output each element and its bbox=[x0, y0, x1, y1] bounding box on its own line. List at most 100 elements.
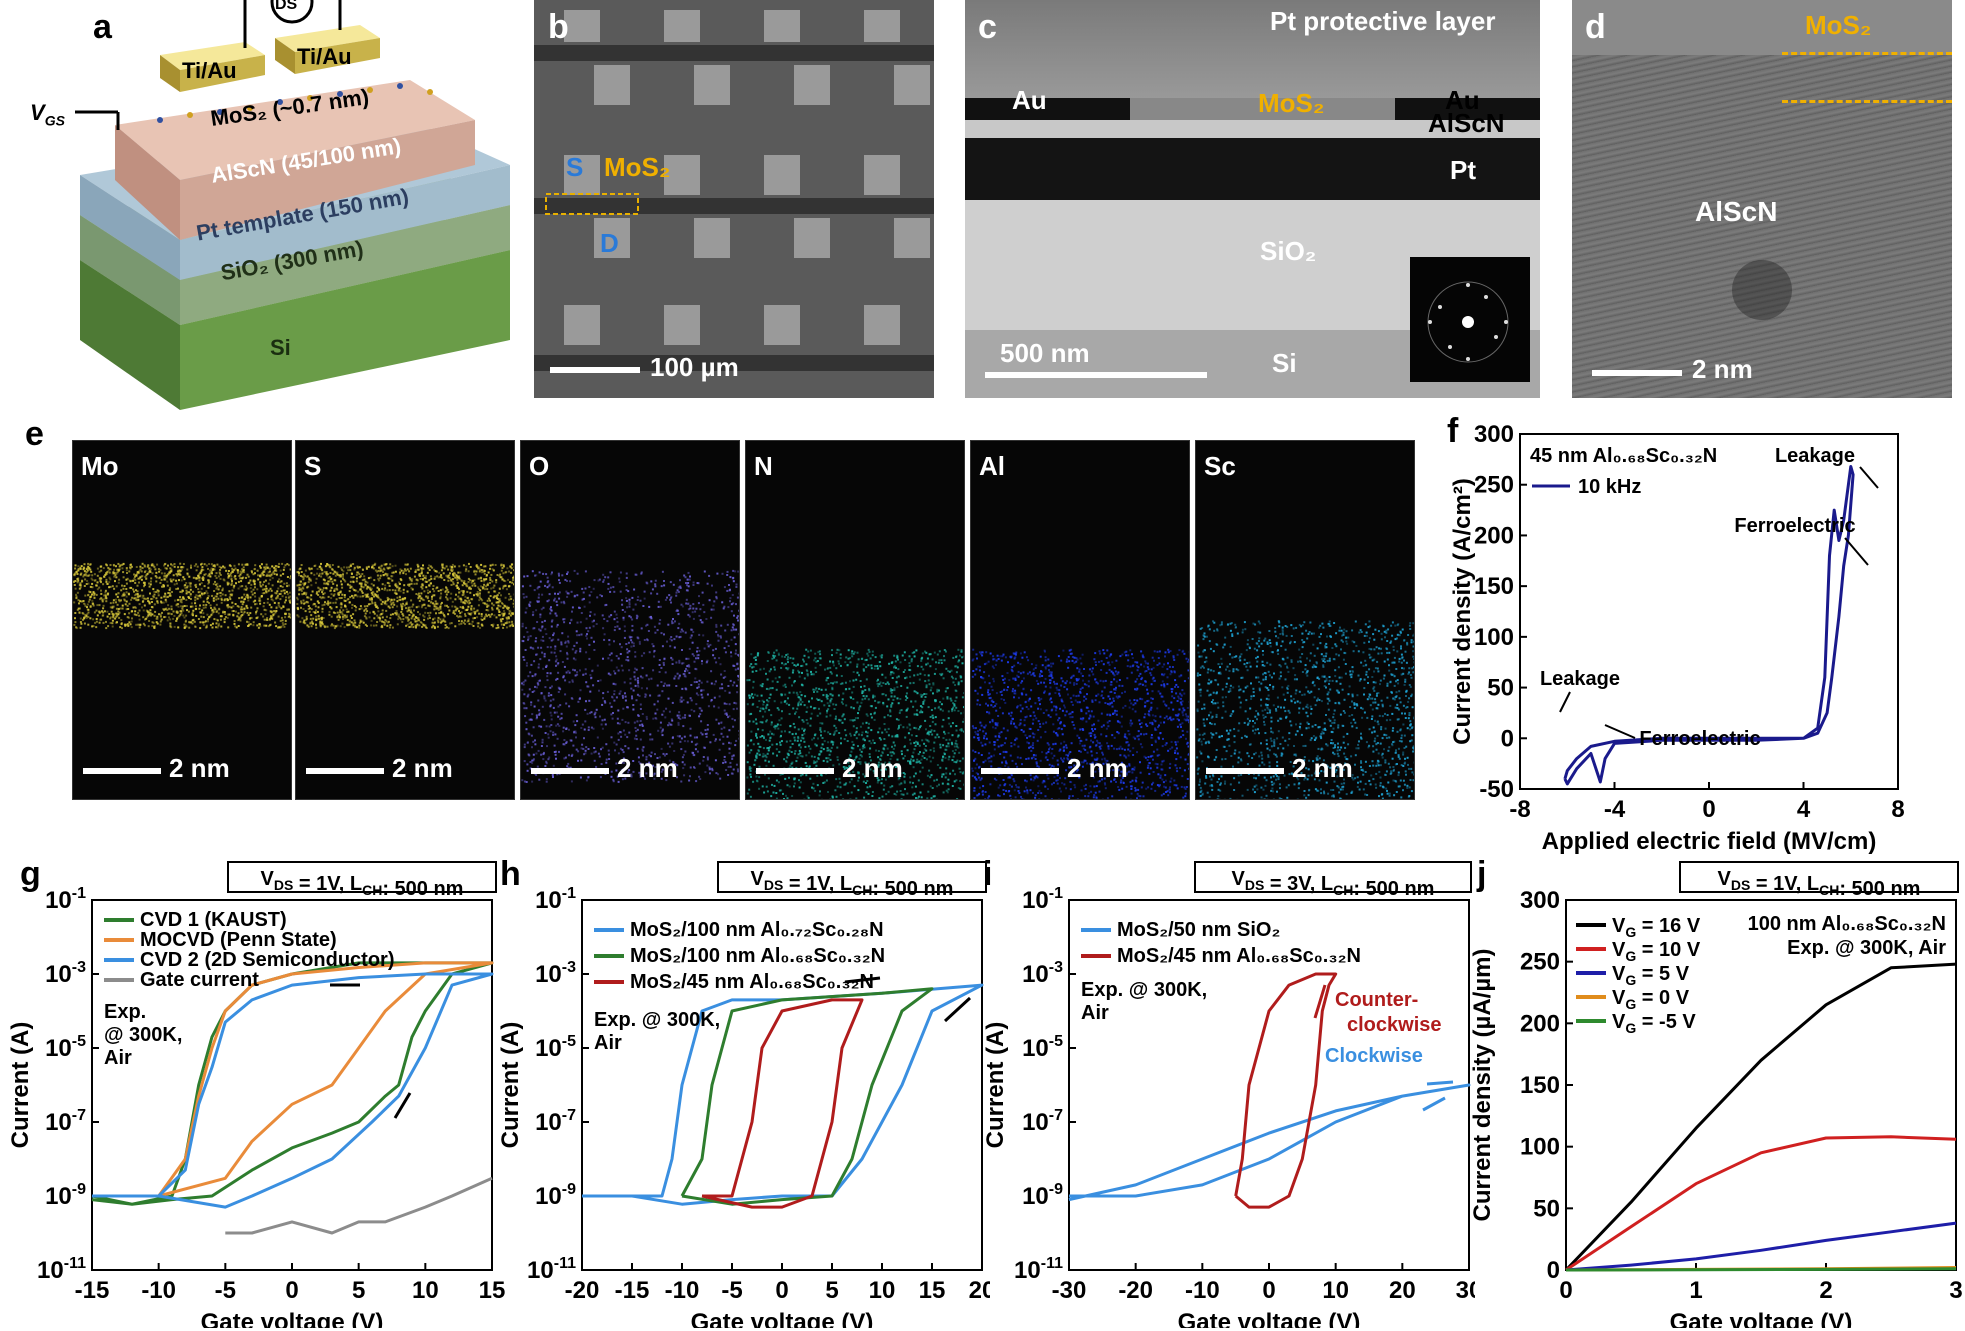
scalebar-d bbox=[1592, 370, 1682, 376]
annotation-counter: Counter- bbox=[1335, 989, 1418, 1011]
x-tick-label: -10 bbox=[665, 1277, 700, 1304]
y-tick-label: 10-9 bbox=[45, 1181, 86, 1210]
eds-map-s: S 2 nm bbox=[295, 440, 515, 800]
tem-image-c bbox=[965, 0, 1540, 398]
y-tick-label: 250 bbox=[1474, 472, 1514, 499]
annotation-clockwise-blue: Clockwise bbox=[1325, 1045, 1423, 1067]
scalebar-b bbox=[550, 367, 640, 373]
contact-right-side bbox=[295, 38, 380, 74]
x-tick-label: -10 bbox=[141, 1277, 176, 1304]
drain-label: D bbox=[600, 228, 619, 258]
x-tick-label: 3 bbox=[1949, 1277, 1962, 1304]
y-tick-label: 0 bbox=[1547, 1257, 1560, 1284]
sweep-arrow-blue-2 bbox=[1422, 1096, 1446, 1112]
series-line-mos-100-nm-al-sc-n bbox=[680, 987, 934, 1206]
annotation-leakage-top: Leakage bbox=[1775, 445, 1855, 467]
dark-spot bbox=[1732, 260, 1792, 320]
pt-label-c: Pt bbox=[1450, 155, 1476, 185]
contact-right-label: Ti/Au bbox=[297, 44, 352, 69]
pt-region bbox=[965, 138, 1540, 200]
x-tick-label: 30 bbox=[1456, 1277, 1475, 1304]
alscn-label-d: AlScN bbox=[1695, 196, 1778, 227]
pointer-ferro-bottom bbox=[1604, 724, 1636, 739]
eds-scalebar bbox=[1206, 768, 1284, 774]
y-tick-label: -50 bbox=[1479, 776, 1514, 803]
x-tick-label: 1 bbox=[1689, 1277, 1702, 1304]
mos2-label-b: MoS₂ bbox=[604, 152, 671, 182]
au-right-region bbox=[1395, 98, 1540, 120]
header-box bbox=[1194, 861, 1472, 893]
note-1: 100 nm Al₀.₆₈Sc₀.₃₂N bbox=[1748, 913, 1946, 935]
x-axis-label: Applied electric field (MV/cm) bbox=[1542, 828, 1877, 855]
si-label-c: Si bbox=[1272, 348, 1297, 378]
x-tick-label: -15 bbox=[615, 1277, 650, 1304]
legend-entry: MoS₂/100 nm Al₀.₆₈Sc₀.₃₂N bbox=[630, 945, 885, 967]
series-line-v-g-16-v bbox=[1564, 962, 1957, 1272]
x-axis-label: Gate voltage (V) bbox=[691, 1309, 874, 1328]
eds-scalebar bbox=[83, 768, 161, 774]
legend-title: 45 nm Al₀.₆₈Sc₀.₃₂N bbox=[1530, 445, 1717, 467]
eds-scalebar bbox=[306, 768, 384, 774]
legend-entry: 10 kHz bbox=[1578, 476, 1641, 498]
note-line-1: Exp. @ 300K, bbox=[594, 1009, 720, 1031]
pt-front bbox=[80, 175, 180, 280]
annotation-ferro-top: Ferroelectric bbox=[1734, 515, 1855, 537]
layer-si-label: Si bbox=[270, 335, 291, 360]
chart-h: -20 -15 -10 -5 0 5 10 15 20 10-11 10-9 10-7 10-5 10-3… bbox=[497, 861, 990, 1328]
panel-label-i: i bbox=[983, 855, 993, 893]
pt-side bbox=[180, 165, 510, 280]
eds-map-n: N 2 nm bbox=[745, 440, 965, 800]
panel-label-j: j bbox=[1477, 855, 1487, 893]
series-line-mos-45-nm-al-sc-n bbox=[1234, 972, 1338, 1209]
y-tick-label: 10-7 bbox=[1022, 1107, 1063, 1136]
chart-g: -15 -10 -5 0 5 10 15 10-11 10-9 10-7 10-5 10-3 10-1 G… bbox=[7, 861, 505, 1328]
header-text: VDS = 1V, LCH: 500 nm bbox=[1718, 868, 1921, 900]
eds-element-label: Sc bbox=[1204, 451, 1236, 481]
eds-element-label: Mo bbox=[81, 451, 119, 481]
panel-label-a: a bbox=[93, 8, 112, 46]
x-axis-label: Gate voltage (V) bbox=[201, 1309, 384, 1328]
legend-entry: VG = 16 V bbox=[1612, 915, 1701, 940]
y-tick-label: 0 bbox=[1501, 725, 1514, 752]
legend-entry: VG = 10 V bbox=[1612, 939, 1701, 964]
pointer-leakage-top bbox=[1859, 466, 1879, 489]
note-line-2: Air bbox=[1081, 1002, 1109, 1024]
y-axis-label: Current (A) bbox=[7, 1022, 34, 1149]
series-line-mos-45-nm-al-sc-n bbox=[701, 998, 864, 1209]
eds-map-mo: Mo 2 nm bbox=[72, 440, 292, 800]
series-line-mos-50-nm-sio- bbox=[1068, 1083, 1471, 1202]
y-axis-label: Current (A) bbox=[497, 1022, 524, 1149]
series-line-v-g-5-v bbox=[1565, 1221, 1957, 1272]
eds-scale-label: 2 nm bbox=[617, 753, 678, 783]
y-tick-label: 10-5 bbox=[535, 1033, 576, 1062]
x-tick-label: 20 bbox=[1389, 1277, 1416, 1304]
mos2-label-d: MoS₂ bbox=[1805, 10, 1872, 40]
annotation-clockwise-red: clockwise bbox=[1347, 1014, 1442, 1036]
panel-label-f: f bbox=[1447, 412, 1459, 450]
scale-label-d: 2 nm bbox=[1692, 354, 1753, 384]
eds-scale-label: 2 nm bbox=[169, 753, 230, 783]
chart-i: -30 -20 -10 0 10 20 30 10-11 10-9 10-7 10-5 10-3 10-… bbox=[982, 861, 1475, 1328]
panel-label-c: c bbox=[978, 8, 997, 46]
x-axis-label: Gate voltage (V) bbox=[1178, 1309, 1361, 1328]
contact-left-front bbox=[160, 55, 180, 92]
legend-entry: MOCVD (Penn State) bbox=[140, 929, 337, 951]
legend-entry: CVD 2 (2D Semiconductor) bbox=[140, 949, 394, 971]
au-left-label: Au bbox=[1012, 85, 1047, 115]
sweep-arrow-back bbox=[844, 976, 881, 984]
x-tick-label: 10 bbox=[1322, 1277, 1349, 1304]
mos2-label-c: MoS₂ bbox=[1258, 88, 1325, 118]
y-tick-label: 10-1 bbox=[45, 885, 86, 914]
eds-scale-label: 2 nm bbox=[842, 753, 903, 783]
x-tick-label: -10 bbox=[1185, 1277, 1220, 1304]
sweep-arrow-red bbox=[1313, 984, 1327, 1019]
note-line-1: Exp. bbox=[104, 1001, 146, 1023]
vds-sub: DS bbox=[275, 0, 298, 13]
eds-speckle bbox=[296, 562, 514, 630]
panel-label-b: b bbox=[548, 8, 569, 46]
y-tick-label: 250 bbox=[1520, 949, 1560, 976]
pointer-leakage-bottom bbox=[1559, 691, 1571, 713]
x-tick-label: 2 bbox=[1819, 1277, 1832, 1304]
annotation-ferro-bottom: Ferroelectric bbox=[1639, 728, 1760, 750]
hrtem-image-d bbox=[1572, 0, 1952, 398]
